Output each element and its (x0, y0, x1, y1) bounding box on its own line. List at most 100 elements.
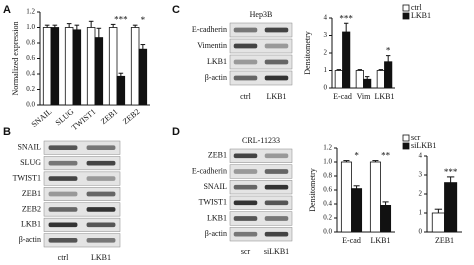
annotation: *** (444, 167, 458, 177)
annotation: * (386, 46, 391, 56)
blot-band (233, 43, 258, 49)
blot-strip (43, 233, 121, 248)
blot-row-label: LKB1 (207, 57, 227, 66)
blot-band (264, 153, 289, 159)
annotation: *** (339, 13, 353, 23)
y-tick-label: 0.8 (323, 172, 332, 180)
blot-strip (229, 22, 293, 38)
blot-row-label: E-cadherin (192, 25, 227, 34)
error-bar (382, 201, 389, 206)
annotation: * (141, 15, 146, 25)
blot-band (264, 231, 289, 237)
blot-band (233, 169, 258, 174)
y-tick-label: 2 (419, 190, 423, 198)
blot-row-label: TWIST1 (13, 173, 41, 182)
legend-label: scr (411, 133, 421, 142)
panel-letter: C (172, 4, 180, 16)
blot-title: CRL-11233 (242, 136, 280, 145)
y-tick-label: 3 (419, 171, 423, 179)
y-tick-label: 0.4 (26, 70, 35, 78)
x-tick-label: SNAIL (30, 107, 54, 129)
blot-lane-label: scr (241, 247, 251, 256)
y-axis-label: Normalized expression (11, 22, 20, 96)
blot-band (48, 176, 78, 181)
blot-row-label: ZEB1 (22, 189, 41, 198)
y-tick-label: 0 (419, 228, 423, 236)
y-tick-label: 0.2 (323, 214, 332, 222)
blot-strip (43, 202, 121, 217)
x-tick-label: LKB1 (375, 92, 395, 101)
bar (376, 70, 385, 89)
blot-band (86, 176, 116, 181)
blot-row-label: β-actin (205, 73, 227, 82)
blot-band (86, 237, 116, 243)
y-tick-label: 1.0 (26, 23, 35, 31)
y-tick-label: 0.4 (323, 200, 332, 208)
error-bar (378, 69, 384, 71)
y-tick-label: 4 (324, 14, 328, 22)
legend-label: siLKB1 (411, 141, 436, 150)
blot-band (48, 222, 78, 228)
blot-row-label: β-actin (19, 235, 41, 244)
bar (42, 27, 52, 106)
blot-strip (229, 164, 293, 179)
annotation: * (354, 151, 359, 161)
blot-row-label: SLUG (20, 158, 41, 167)
error-bar (96, 27, 102, 38)
error-bar (44, 24, 50, 28)
y-axis-label: Densitometry (308, 168, 317, 212)
blot-row-label: ZEB1 (208, 151, 227, 160)
blot-row-label: TWIST1 (199, 198, 227, 207)
panel-letter: B (3, 126, 11, 138)
error-bar (446, 176, 455, 183)
blot-band (233, 59, 258, 65)
blot-lane-label: LKB1 (91, 253, 111, 262)
bar (64, 27, 74, 106)
bar (369, 161, 381, 233)
blot-row-label: SNAIL (17, 143, 41, 152)
y-tick-label: 1 (324, 66, 328, 74)
bar (444, 182, 458, 233)
y-tick-label: 1.0 (323, 158, 332, 166)
bar (108, 27, 118, 106)
legend-swatch (402, 142, 410, 150)
bar (351, 188, 363, 233)
y-tick-label: 0.6 (26, 54, 35, 62)
x-tick-label: ZEB2 (121, 107, 141, 126)
blot-lane-label: LKB1 (267, 92, 287, 101)
x-tick-label: LKB1 (371, 236, 391, 245)
blot-band (264, 200, 289, 206)
x-tick-label: ZEB1 (99, 107, 119, 126)
blot-row-label: E-cadherin (192, 166, 227, 175)
bar (355, 70, 364, 89)
legend-swatch (402, 134, 410, 142)
bar (342, 31, 351, 89)
bar (72, 29, 82, 106)
blot-band (233, 75, 258, 81)
error-bar (74, 24, 80, 30)
annotation: *** (114, 14, 128, 24)
blot-band (86, 222, 116, 228)
blot-lane-label: siLKB1 (264, 247, 289, 256)
blot-strip (43, 156, 121, 171)
blot-band (233, 27, 258, 33)
blot-strip (229, 38, 293, 54)
error-bar (385, 55, 391, 62)
bar (384, 61, 393, 89)
error-bar (343, 160, 350, 162)
blot-title: Hep3B (250, 10, 273, 19)
blot-strip (229, 180, 293, 195)
x-tick-label: E-cad (333, 92, 352, 101)
error-bar (357, 69, 363, 71)
blot-band (264, 43, 289, 49)
blot-row-label: LKB1 (21, 220, 41, 229)
blot-row-label: β-actin (205, 229, 227, 238)
blot-lane-label: ctrl (240, 92, 251, 101)
error-bar (364, 76, 370, 80)
bar (334, 70, 343, 89)
blot-row-label: LKB1 (207, 213, 227, 222)
bar (340, 161, 352, 233)
error-bar (372, 160, 379, 162)
blot-lane-label: ctrl (58, 253, 69, 262)
